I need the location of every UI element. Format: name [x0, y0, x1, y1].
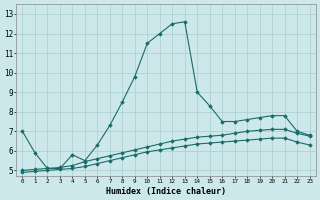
X-axis label: Humidex (Indice chaleur): Humidex (Indice chaleur): [106, 187, 226, 196]
